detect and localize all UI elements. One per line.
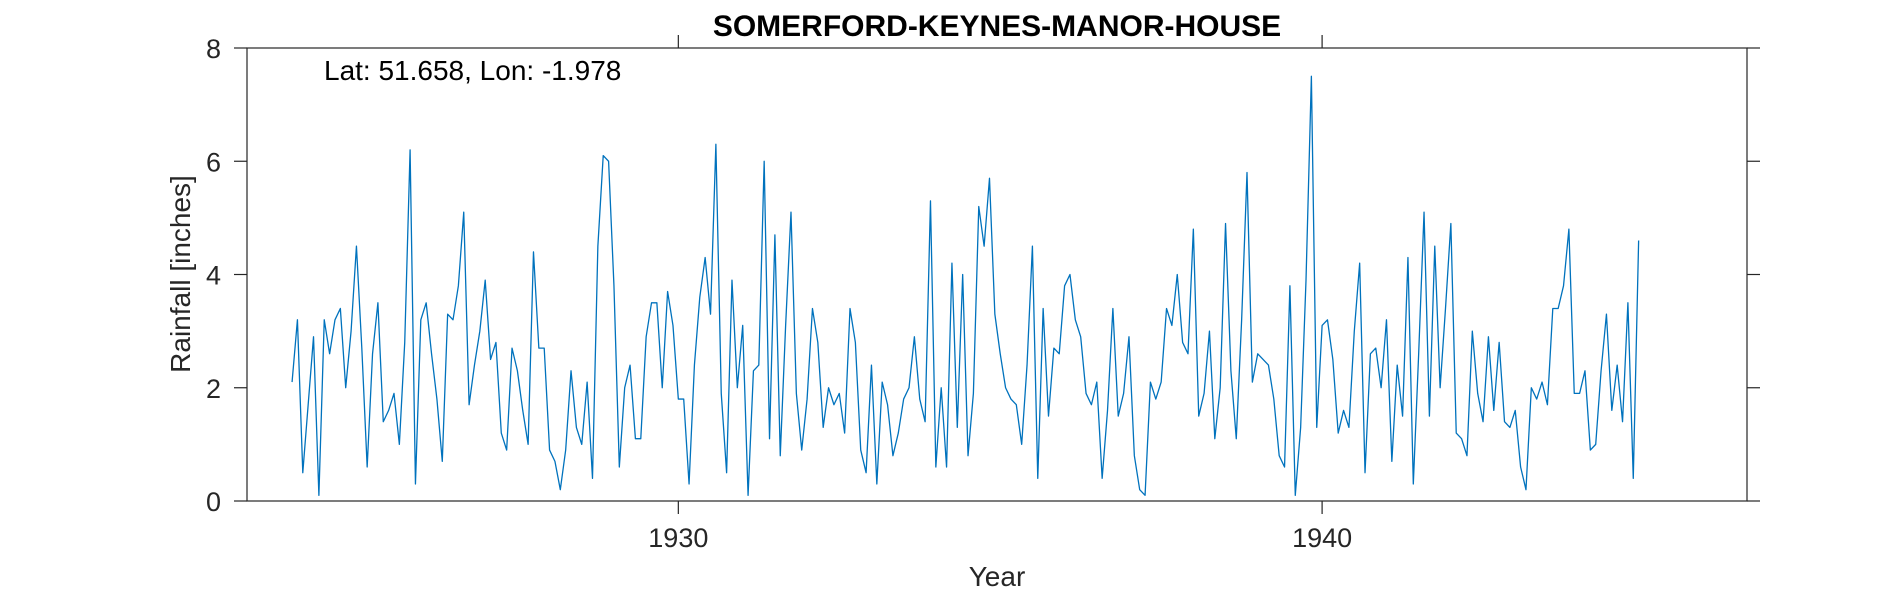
plot-area-background bbox=[247, 48, 1747, 501]
location-annotation: Lat: 51.658, Lon: -1.978 bbox=[324, 55, 621, 86]
y-axis-label: Rainfall [inches] bbox=[165, 175, 196, 373]
y-tick-label: 8 bbox=[206, 34, 221, 64]
ticks-layer bbox=[234, 35, 1760, 514]
tick-labels: 0 2 4 6 8 1930 1940 bbox=[206, 34, 1352, 553]
chart-title: SOMERFORD-KEYNES-MANOR-HOUSE bbox=[713, 10, 1281, 43]
x-tick-label: 1940 bbox=[1292, 523, 1352, 553]
y-tick-label: 2 bbox=[206, 374, 221, 404]
rainfall-series-line bbox=[291, 75, 1640, 496]
y-tick-label: 4 bbox=[206, 261, 221, 291]
y-tick-label: 0 bbox=[206, 487, 221, 517]
plot-frame bbox=[246, 47, 1748, 502]
x-axis-label: Year bbox=[969, 561, 1026, 591]
x-tick-label: 1930 bbox=[648, 523, 708, 553]
y-tick-label: 6 bbox=[206, 147, 221, 177]
